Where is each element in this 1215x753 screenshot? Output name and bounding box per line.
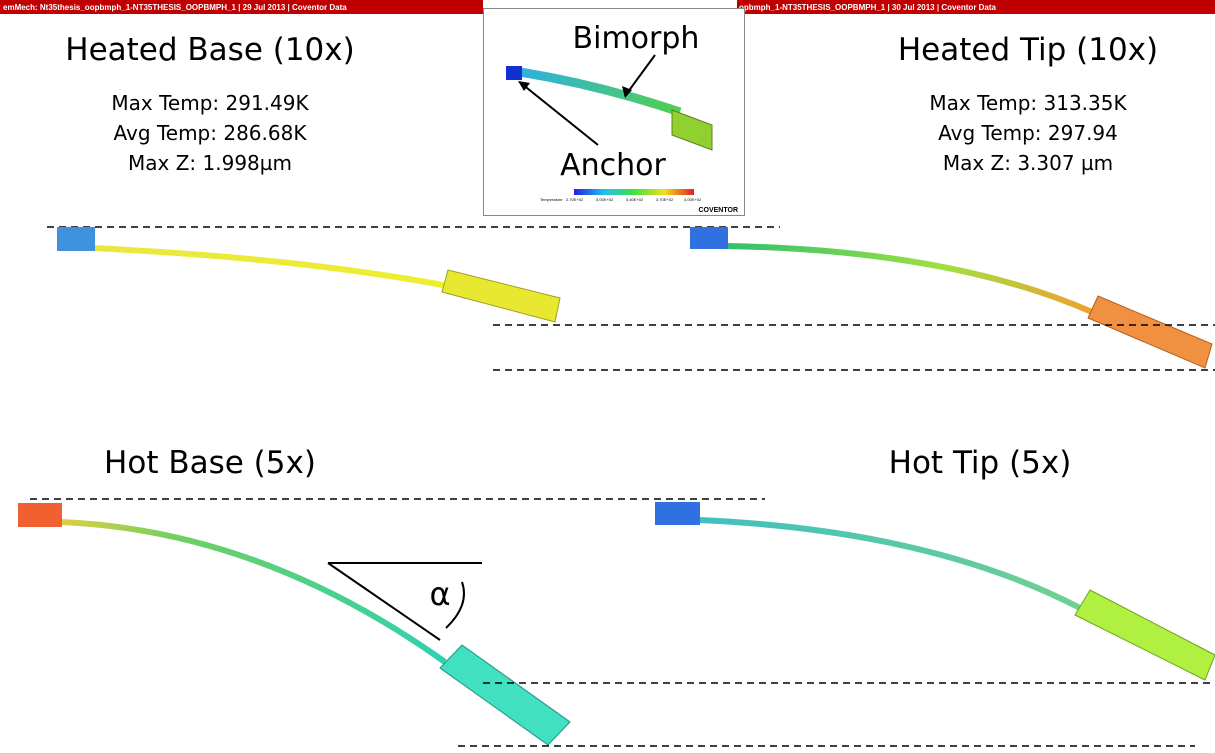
header-text: emMech: Nt35thesis_oopbmph_1-NT35THESIS_… [3, 3, 347, 12]
legend-title: Temperature [540, 197, 563, 202]
anchor [690, 227, 728, 249]
tip-block [1075, 590, 1215, 680]
stat: Avg Temp: 297.94 [938, 121, 1118, 145]
anchor [57, 227, 95, 251]
tip-block [442, 270, 560, 322]
stat: Max Z: 3.307 µm [943, 151, 1113, 175]
anchor [655, 502, 700, 525]
panel-title: Heated Base (10x) [65, 32, 354, 68]
inset-anchor [506, 66, 522, 80]
tip-block [440, 645, 570, 745]
angle-label: α [429, 575, 450, 613]
legend-tick: 3.40E+02 [626, 197, 644, 202]
stat: Max Temp: 291.49K [111, 91, 309, 115]
anchor [18, 503, 62, 527]
panel-title: Hot Base (5x) [104, 445, 316, 481]
legend-tick: 2.70E+02 [566, 197, 584, 202]
beam [60, 522, 445, 662]
stat: Max Z: 1.998µm [128, 151, 292, 175]
legend-tick: 3.70E+02 [656, 197, 674, 202]
legend-tick: 3.00E+02 [596, 197, 614, 202]
label: Anchor [560, 148, 666, 183]
legend-tick: 4.00E+02 [684, 197, 702, 202]
label: Bimorph [573, 21, 700, 56]
panel-title: Heated Tip (10x) [898, 32, 1158, 68]
header-text: opbmph_1-NT35THESIS_OOPBMPH_1 | 30 Jul 2… [739, 3, 997, 12]
brand: COVENTOR [698, 207, 738, 214]
beam [92, 248, 448, 286]
panel-title: Hot Tip (5x) [889, 445, 1072, 481]
stat: Max Temp: 313.35K [929, 91, 1127, 115]
tip-block [1088, 296, 1212, 368]
beam [726, 246, 1092, 312]
slide: emMech: Nt35thesis_oopbmph_1-NT35THESIS_… [0, 0, 1215, 749]
beam [698, 520, 1080, 608]
color-bar [574, 189, 694, 195]
stat: Avg Temp: 286.68K [114, 121, 308, 145]
